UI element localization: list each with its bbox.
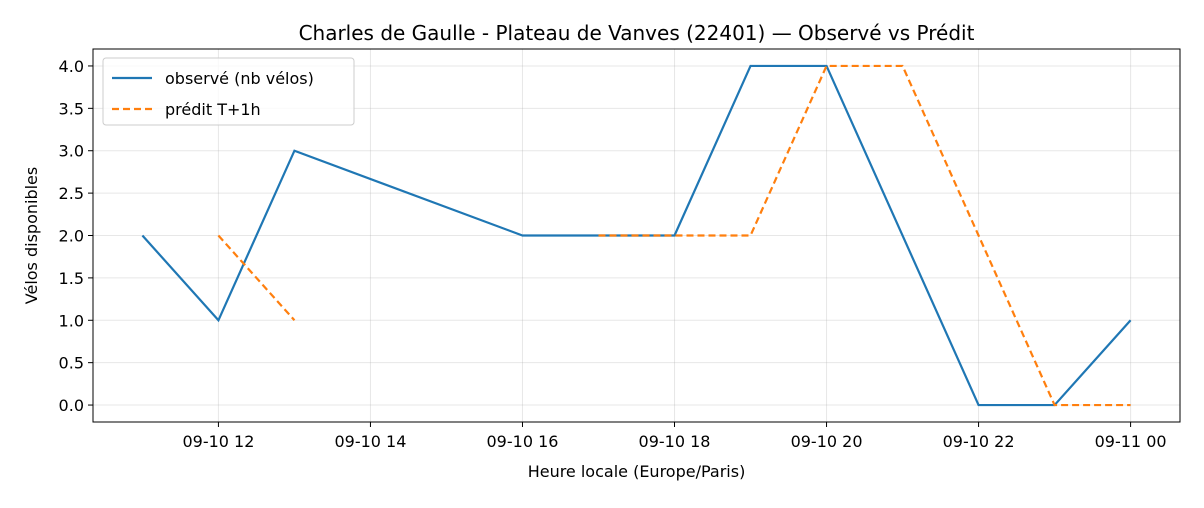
ticks: 09-10 12 09-10 14 09-10 16 09-10 18 09-10 20… xyxy=(59,57,1167,451)
x-tick-label: 09-10 12 xyxy=(182,432,254,451)
grid xyxy=(93,49,1180,422)
legend-label: prédit T+1h xyxy=(165,100,261,119)
predicted-line xyxy=(598,64,1131,407)
y-tick-label: 0.0 xyxy=(59,396,84,415)
y-tick-label: 2.5 xyxy=(59,184,84,203)
legend-box xyxy=(102,57,355,126)
x-tick-label: 09-10 22 xyxy=(943,432,1015,451)
x-tick-label: 09-10 20 xyxy=(791,432,863,451)
series-layer xyxy=(141,64,1132,407)
legend-label: observé (nb vélos) xyxy=(165,69,314,88)
legend: observé (nb vélos) prédit T+1h xyxy=(102,57,355,126)
y-tick-label: 3.0 xyxy=(59,142,84,161)
x-tick-label: 09-10 18 xyxy=(639,432,711,451)
x-axis-label: Heure locale (Europe/Paris) xyxy=(528,462,746,481)
y-axis-label: Vélos disponibles xyxy=(22,167,41,304)
y-tick-label: 2.0 xyxy=(59,227,84,246)
observed-line xyxy=(141,64,1132,407)
y-tick-label: 1.0 xyxy=(59,311,84,330)
x-tick-label: 09-10 16 xyxy=(487,432,559,451)
x-tick-label: 09-11 00 xyxy=(1095,432,1167,451)
y-tick-label: 0.5 xyxy=(59,354,84,373)
x-tick-label: 09-10 14 xyxy=(334,432,406,451)
y-tick-label: 3.5 xyxy=(59,99,84,118)
y-tick-label: 4.0 xyxy=(59,57,84,76)
y-tick-label: 1.5 xyxy=(59,269,84,288)
chart-title: Charles de Gaulle - Plateau de Vanves (2… xyxy=(299,21,975,45)
predicted-line xyxy=(217,234,296,322)
